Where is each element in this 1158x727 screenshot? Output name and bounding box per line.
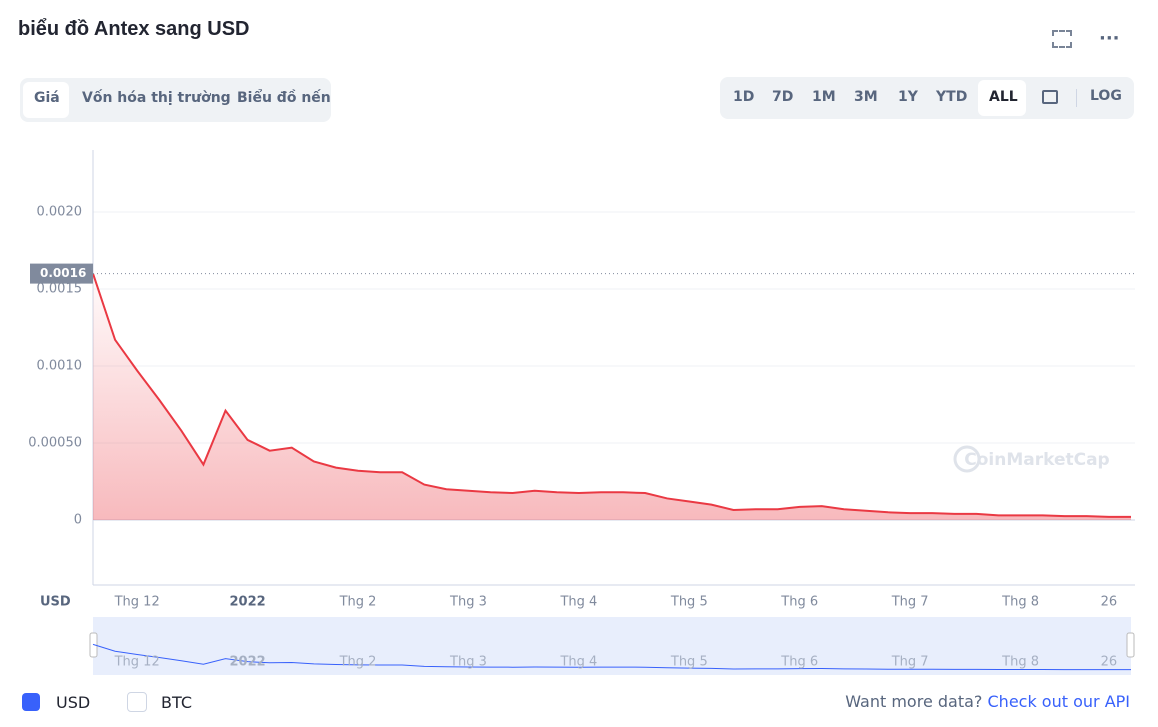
current-price-label: 0.0016 (40, 266, 86, 280)
checkbox[interactable] (127, 692, 147, 712)
range-button[interactable]: 7D (772, 89, 794, 105)
x-tick-label: Thg 3 (449, 595, 487, 610)
navigator-tick-label: Thg 6 (780, 655, 818, 670)
navigator-tick-label: Thg 3 (449, 655, 487, 670)
x-tick-label: 2022 (230, 595, 266, 610)
x-tick-label: Thg 12 (114, 595, 160, 610)
log-button[interactable]: LOG (1090, 88, 1122, 104)
checkbox-label: BTC (161, 693, 192, 712)
more-button[interactable]: ··· (1099, 28, 1120, 49)
watermark: CoinMarketCap (964, 450, 1109, 470)
navigator-background (93, 617, 1131, 675)
range-button[interactable]: ALL (989, 89, 1018, 105)
calendar-button[interactable] (1042, 90, 1058, 104)
range-button[interactable]: YTD (936, 89, 968, 105)
y-tick-label: 0.0020 (37, 205, 83, 220)
navigator-tick-label: Thg 7 (891, 655, 929, 670)
tab[interactable]: Biểu đồ nến (237, 90, 331, 106)
checkbox-label: USD (56, 693, 91, 712)
tab-highlight (23, 82, 69, 118)
current-price-badge (30, 263, 93, 284)
navigator-tick-label: 2022 (230, 655, 266, 670)
range-highlight (978, 80, 1026, 116)
divider (1076, 89, 1077, 107)
price-line (92, 273, 1131, 518)
tab[interactable]: Giá (34, 90, 60, 106)
navigator-tick-label: Thg 8 (1001, 655, 1039, 670)
y-tick-label: 0.00050 (28, 436, 82, 451)
x-tick-label: Thg 8 (1001, 595, 1039, 610)
x-tick-label: 26 (1101, 595, 1118, 610)
watermark-logo (953, 445, 981, 473)
price-area (93, 273, 1131, 520)
navigator-tick-label: Thg 2 (339, 655, 377, 670)
navigator-handle[interactable] (1126, 632, 1135, 658)
navigator-line (92, 643, 1131, 671)
range-button[interactable]: 1D (733, 89, 755, 105)
x-tick-label: Thg 5 (670, 595, 708, 610)
navigator-tick-label: 26 (1101, 655, 1118, 670)
navigator-tick-label: Thg 12 (114, 655, 160, 670)
y-tick-label: 0.0010 (37, 359, 83, 374)
footer: Want more data? Check out our API (845, 692, 1130, 711)
y-tick-label: 0 (74, 513, 82, 528)
tab[interactable]: Vốn hóa thị trường (82, 90, 231, 106)
x-tick-label: Thg 2 (339, 595, 377, 610)
range-button[interactable]: 3M (854, 89, 878, 105)
x-tick-label: Thg 6 (780, 595, 818, 610)
x-tick-label: Thg 7 (891, 595, 929, 610)
fullscreen-button[interactable] (1052, 30, 1072, 48)
tab-group: Giá Vốn hóa thị trường Biểu đồ nến (20, 78, 331, 122)
checkbox[interactable] (22, 693, 40, 711)
x-tick-label: Thg 4 (559, 595, 597, 610)
axis-label: USD (40, 595, 71, 610)
chart: CoinMarketCap USD 0 0.00050 0.0010 0.0015 0.… (28, 150, 1135, 675)
y-tick-label: 0.0015 (37, 282, 83, 297)
api-link[interactable]: Check out our API (987, 692, 1131, 711)
range-button[interactable]: 1Y (898, 89, 918, 105)
footer-text: Want more data? (845, 692, 983, 711)
range-group: 1D 7D 1M 3M 1Y YTD ALL LOG (720, 77, 1134, 119)
navigator-tick-label: Thg 4 (559, 655, 597, 670)
navigator-tick-label: Thg 5 (670, 655, 708, 670)
range-button[interactable]: 1M (812, 89, 836, 105)
chart-title: biểu đồ Antex sang USD (18, 18, 250, 40)
